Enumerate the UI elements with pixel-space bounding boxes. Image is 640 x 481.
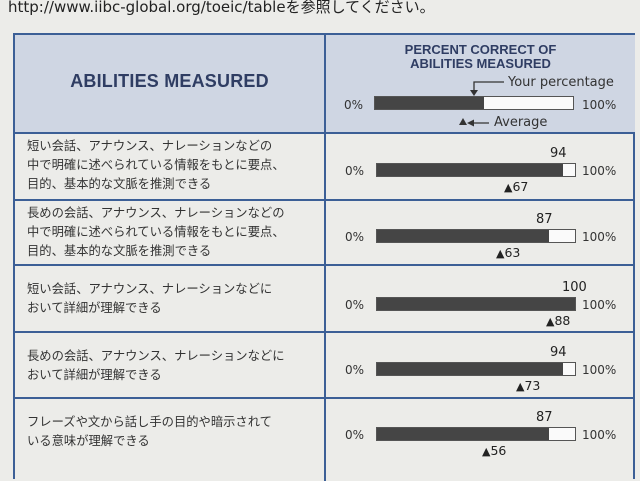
column-divider [324,201,326,266]
scale-zero-label: 0% [345,298,365,312]
ability-description-line: 長めの会話、アナウンス、ナレーションなどに [27,349,285,363]
your-percentage-value: 94 [550,146,567,161]
percent-correct-title-line1: PERCENT CORRECT OF [404,42,557,57]
abilities-header-cell: ABILITIES MEASURED [15,35,326,132]
ability-description: フレーズや文から話し手の目的や暗示されて いる意味が理解できる [27,413,319,451]
average-marker: ▲73 [516,378,540,393]
score-bar [376,229,576,243]
legend-average: Average [494,115,548,130]
legend-hundred-label: 100% [582,98,617,112]
average-triangle-icon: ▲ [496,247,505,260]
your-percentage-fill [377,428,550,440]
average-value: 56 [490,443,507,458]
average-triangle-icon: ▲ [516,380,525,393]
ability-description: 短い会話、アナウンス、ナレーションなどに おいて詳細が理解できる [27,280,319,318]
your-percentage-arrow-head [470,90,478,96]
average-marker: ▲88 [546,313,570,328]
column-divider [324,134,326,201]
your-percentage-fill [377,298,575,310]
your-percentage-value: 87 [536,410,553,425]
ability-description-line: 長めの会話、アナウンス、ナレーションなどの [27,206,285,220]
score-bar [376,297,576,311]
ability-row: 長めの会話、アナウンス、ナレーションなどに おいて詳細が理解できる 0% 100% 94… [15,331,633,399]
abilities-table: ABILITIES MEASURED PERCENT CORRECT OF AB… [13,33,635,481]
percent-correct-title: PERCENT CORRECT OF ABILITIES MEASURED [326,43,635,71]
average-marker-icon [459,118,467,125]
your-percentage-arrow-line [473,81,504,93]
column-divider [324,399,326,481]
average-triangle-icon: ▲ [504,181,513,194]
average-marker: ▲56 [482,443,506,458]
legend-arrows [459,81,504,127]
ability-description-line: フレーズや文から話し手の目的や暗示されて [27,415,272,429]
abilities-title: ABILITIES MEASURED [70,71,269,91]
legend-bar [374,96,574,110]
average-value: 67 [512,179,529,194]
ability-description-line: おいて詳細が理解できる [27,368,162,382]
percent-correct-title-line2: ABILITIES MEASURED [410,56,551,71]
ability-row: 短い会話、アナウンス、ナレーションなどの 中で明確に述べられている情報をもとに要点… [15,132,633,201]
ability-description-line: いる意味が理解できる [27,434,150,448]
score-bar [376,163,576,177]
average-value: 63 [504,245,521,260]
legend-zero-label: 0% [344,98,364,112]
ability-row: 長めの会話、アナウンス、ナレーションなどの 中で明確に述べられている情報をもとに要… [15,199,633,266]
ability-description-line: 短い会話、アナウンス、ナレーションなどの [27,139,273,153]
reference-url-line: http://www.iibc-global.org/toeic/tableを参… [8,0,435,16]
ability-row: 短い会話、アナウンス、ナレーションなどに おいて詳細が理解できる 0% 100% 100… [15,264,633,333]
average-marker: ▲63 [496,245,520,260]
scale-zero-label: 0% [345,164,365,178]
ability-description-line: 中で明確に述べられている情報をもとに要点、 [27,225,285,239]
ability-row: フレーズや文から話し手の目的や暗示されて いる意味が理解できる 0% 100% 87 ▲5… [15,397,633,481]
ability-description-line: 短い会話、アナウンス、ナレーションなどに [27,282,273,296]
your-percentage-value: 87 [536,212,553,227]
column-divider [324,333,326,399]
your-percentage-value: 100 [562,280,587,295]
your-percentage-fill [377,363,564,375]
ability-description: 長めの会話、アナウンス、ナレーションなどに おいて詳細が理解できる [27,347,319,385]
ability-description-line: 目的、基本的な文脈を推測できる [27,177,212,191]
legend-bar-fill [375,97,484,109]
scale-hundred-label: 100% [582,298,617,312]
average-marker: ▲67 [504,179,528,194]
scale-zero-label: 0% [345,428,365,442]
scale-zero-label: 0% [345,230,365,244]
scale-hundred-label: 100% [582,363,617,377]
average-arrow-head [467,119,474,127]
your-percentage-fill [377,230,550,242]
scale-hundred-label: 100% [582,164,617,178]
average-value: 88 [554,313,571,328]
your-percentage-fill [377,164,564,176]
average-triangle-icon: ▲ [546,315,555,328]
scale-hundred-label: 100% [582,230,617,244]
ability-description-line: 目的、基本的な文脈を推測できる [27,244,212,258]
ability-description-line: おいて詳細が理解できる [27,301,162,315]
percent-correct-header-cell: PERCENT CORRECT OF ABILITIES MEASURED 0%… [326,35,635,132]
scale-hundred-label: 100% [582,428,617,442]
your-percentage-value: 94 [550,345,567,360]
score-bar [376,427,576,441]
ability-description: 短い会話、アナウンス、ナレーションなどの 中で明確に述べられている情報をもとに要点… [27,137,319,194]
score-bar [376,362,576,376]
average-value: 73 [524,378,541,393]
legend-your-percentage: Your percentage [508,75,614,90]
ability-description: 長めの会話、アナウンス、ナレーションなどの 中で明確に述べられている情報をもとに要… [27,204,319,261]
average-triangle-icon: ▲ [482,445,491,458]
column-divider [324,266,326,333]
scale-zero-label: 0% [345,363,365,377]
ability-description-line: 中で明確に述べられている情報をもとに要点、 [27,158,285,172]
